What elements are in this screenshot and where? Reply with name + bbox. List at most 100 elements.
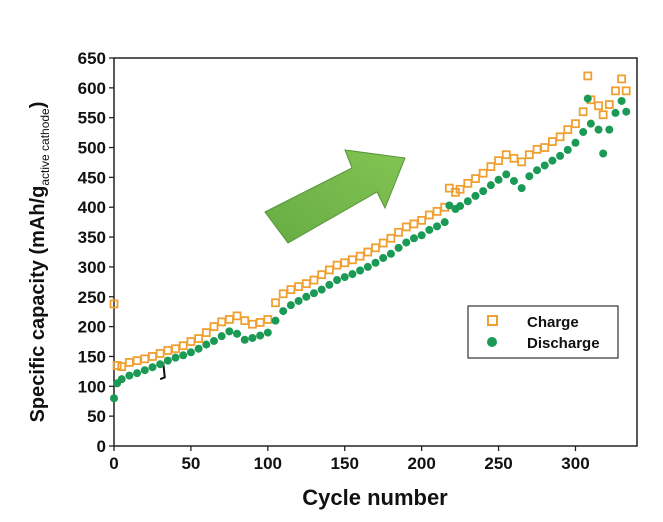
charge-point xyxy=(547,137,557,146)
charge-point xyxy=(583,71,593,81)
discharge-point xyxy=(294,296,303,305)
charge-point xyxy=(171,344,180,354)
charge-point xyxy=(340,258,350,268)
discharge-point xyxy=(148,363,157,372)
discharge-point xyxy=(533,166,542,175)
charge-point xyxy=(124,358,134,367)
discharge-point xyxy=(325,280,334,289)
discharge-point xyxy=(179,351,188,360)
discharge-point xyxy=(240,335,249,344)
discharge-point xyxy=(571,138,580,147)
legend-discharge-label: Discharge xyxy=(527,335,600,352)
x-tick-label: 0 xyxy=(109,454,118,473)
discharge-point xyxy=(263,328,272,337)
discharge-point xyxy=(417,231,426,240)
discharge-point xyxy=(209,336,218,345)
discharge-point xyxy=(445,201,454,210)
x-tick-label: 300 xyxy=(561,454,589,473)
charge-point xyxy=(378,238,388,248)
charge-point xyxy=(194,334,204,343)
discharge-point xyxy=(471,191,480,200)
charge-point xyxy=(501,150,511,160)
charge-point xyxy=(324,265,334,275)
discharge-point xyxy=(617,96,626,105)
y-tick-label: 50 xyxy=(87,407,106,426)
discharge-point xyxy=(156,360,165,369)
charge-point xyxy=(598,110,608,120)
charge-point xyxy=(132,356,142,366)
discharge-point xyxy=(363,262,372,271)
charge-point xyxy=(432,207,442,216)
discharge-point xyxy=(140,366,149,375)
bracket-mark xyxy=(159,362,166,381)
discharge-point xyxy=(379,253,388,262)
charge-point xyxy=(371,243,380,253)
discharge-point xyxy=(225,327,234,336)
charge-point xyxy=(201,328,211,337)
charge-point xyxy=(463,178,473,188)
discharge-point xyxy=(356,266,365,275)
discharge-point xyxy=(409,234,418,243)
discharge-point xyxy=(186,348,195,357)
charge-point xyxy=(109,299,119,309)
discharge-point xyxy=(371,258,380,267)
y-axis-label-sub: active cathode xyxy=(38,108,52,186)
discharge-point xyxy=(133,369,142,378)
charge-point xyxy=(617,74,627,84)
discharge-point xyxy=(302,292,311,301)
discharge-point xyxy=(605,125,614,134)
charge-point xyxy=(555,132,565,142)
charge-point xyxy=(209,322,219,332)
discharge-point xyxy=(117,375,126,384)
discharge-point xyxy=(599,149,608,158)
discharge-point xyxy=(509,176,518,185)
charge-point xyxy=(578,107,588,117)
y-tick-label: 200 xyxy=(78,318,106,337)
trend-arrow-icon xyxy=(264,149,406,244)
y-tick-label: 300 xyxy=(78,258,106,277)
legend-box xyxy=(467,305,619,359)
y-tick-label: 100 xyxy=(78,377,106,396)
legend: Charge Discharge xyxy=(467,305,619,359)
discharge-point xyxy=(402,238,411,247)
charge-point xyxy=(409,219,419,229)
charge-point xyxy=(294,282,303,292)
y-tick-label: 500 xyxy=(78,139,106,158)
discharge-point xyxy=(317,285,326,294)
charge-point xyxy=(217,317,227,327)
charge-point xyxy=(563,125,573,135)
discharge-point xyxy=(463,197,472,206)
charge-point xyxy=(178,341,188,351)
charge-point xyxy=(140,354,150,364)
y-tick-label: 350 xyxy=(78,228,106,247)
discharge-point xyxy=(125,371,134,380)
discharge-point xyxy=(563,145,572,154)
x-tick-label: 250 xyxy=(484,454,512,473)
y-tick-label: 550 xyxy=(78,109,106,128)
discharge-point xyxy=(171,353,180,362)
charge-point xyxy=(524,150,534,160)
charge-point xyxy=(455,184,465,194)
charge-point xyxy=(621,86,631,96)
charge-point xyxy=(148,352,157,361)
discharge-point xyxy=(579,128,588,137)
discharge-point xyxy=(394,243,403,252)
charge-point xyxy=(355,251,365,261)
discharge-point xyxy=(433,222,442,231)
discharge-point xyxy=(233,329,242,338)
discharge-point xyxy=(279,307,288,316)
discharge-point xyxy=(456,202,465,211)
discharge-point xyxy=(525,172,534,181)
y-axis-label-close: ) xyxy=(27,102,49,109)
discharge-point xyxy=(594,125,603,134)
discharge-point xyxy=(217,332,226,341)
x-tick-label: 150 xyxy=(331,454,359,473)
charge-point xyxy=(478,168,488,178)
discharge-point xyxy=(486,181,495,190)
discharge-point xyxy=(548,156,557,165)
y-tick-label: 450 xyxy=(78,168,106,187)
charge-point xyxy=(263,315,273,324)
charge-point xyxy=(163,346,173,355)
charge-point xyxy=(594,101,603,111)
charge-point xyxy=(394,227,403,237)
